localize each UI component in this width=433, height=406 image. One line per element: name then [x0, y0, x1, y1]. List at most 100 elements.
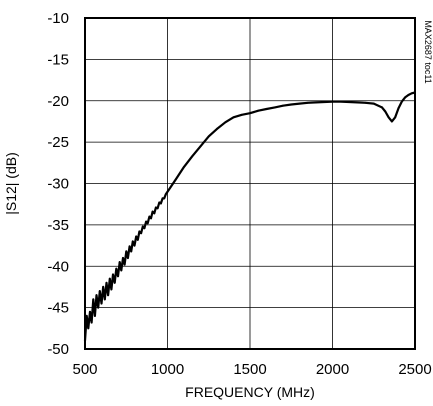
grid: [85, 18, 415, 349]
data-point: [410, 92, 413, 95]
data-point: [113, 281, 116, 284]
data-point: [400, 100, 403, 103]
data-point: [103, 298, 106, 301]
chart-annotation: MAX2687 toc11: [423, 20, 433, 83]
data-point: [174, 178, 177, 181]
data-point: [141, 225, 144, 228]
y-tick-label: -30: [47, 176, 69, 193]
data-point: [131, 240, 134, 243]
data-point: [207, 135, 210, 138]
data-point: [136, 238, 139, 241]
data-point: [404, 96, 406, 99]
data-point: [265, 108, 268, 110]
y-tick-labels: -10 -15 -20 -25 -30 -35 -40 -45 -50: [47, 10, 69, 358]
data-point: [130, 250, 133, 253]
data-point: [414, 91, 416, 94]
data-point: [112, 273, 114, 276]
data-point: [98, 290, 101, 292]
data-point: [372, 102, 375, 105]
data-point: [164, 193, 167, 196]
x-tick-label: 2500: [398, 361, 431, 378]
x-tick-labels: 500 1000 1500 2000 2500: [72, 361, 431, 378]
data-point: [125, 250, 128, 253]
data-point: [306, 101, 309, 104]
x-tick-label: 500: [72, 361, 97, 378]
y-tick-label: -15: [47, 51, 69, 68]
y-tick-label: -40: [47, 258, 69, 275]
data-point: [290, 103, 293, 106]
data-point: [216, 127, 218, 130]
data-point: [145, 220, 148, 223]
y-tick-label: -50: [47, 341, 69, 358]
data-point: [105, 281, 108, 284]
data-point: [331, 100, 334, 103]
y-tick-label: -10: [47, 10, 69, 27]
y-tick-label: -25: [47, 134, 69, 151]
data-point: [183, 166, 185, 168]
data-point: [407, 94, 410, 96]
data-point: [150, 217, 152, 220]
data-point: [94, 315, 96, 317]
data-point: [364, 101, 367, 104]
data-point: [273, 106, 276, 109]
data-point: [127, 257, 129, 259]
data-point: [323, 101, 326, 103]
data-point: [153, 212, 156, 215]
data-point: [339, 100, 342, 103]
data-point: [143, 227, 146, 230]
data-point: [107, 294, 109, 297]
data-point: [118, 261, 121, 263]
data-point: [257, 109, 260, 112]
data-point: [100, 302, 103, 305]
data-point: [146, 222, 149, 225]
data-point: [97, 306, 100, 309]
data-point: [85, 315, 88, 317]
data-point: [315, 101, 317, 104]
y-tick-label: -20: [47, 93, 69, 110]
data-point: [381, 106, 383, 109]
data-point: [122, 257, 124, 259]
data-point: [391, 120, 393, 123]
data-point: [156, 207, 159, 210]
data-point: [199, 145, 202, 148]
data-point: [140, 232, 143, 235]
data-point: [115, 267, 118, 270]
data-point: [249, 112, 251, 115]
data-point: [160, 202, 162, 205]
data-point: [138, 230, 141, 233]
y-axis-title: |S12| (dB): [3, 152, 19, 215]
data-point: [282, 104, 284, 107]
data-point: [151, 210, 154, 213]
data-point: [356, 101, 359, 104]
data-point: [128, 245, 131, 248]
x-tick-label: 1000: [151, 361, 184, 378]
data-point: [90, 321, 93, 324]
data-point: [133, 244, 136, 247]
data-point: [298, 102, 301, 105]
data-point: [108, 277, 111, 280]
data-points: [84, 91, 416, 342]
data-point: [166, 190, 169, 193]
data-point: [232, 116, 235, 119]
data-point: [384, 110, 387, 113]
data-point: [155, 206, 157, 209]
data-point: [394, 116, 397, 119]
data-point: [87, 327, 90, 330]
data-point: [92, 298, 95, 301]
plot-frame: [84, 17, 416, 350]
data-point: [95, 294, 98, 297]
x-tick-label: 2000: [316, 361, 349, 378]
data-point: [117, 275, 119, 278]
data-point: [102, 286, 105, 288]
data-point: [224, 121, 227, 124]
y-tick-label: -35: [47, 217, 69, 234]
data-point: [123, 263, 126, 266]
data-point: [89, 310, 91, 313]
data-point: [397, 107, 400, 110]
data-point: [161, 197, 164, 200]
data-point: [84, 339, 86, 342]
data-point: [120, 269, 123, 272]
x-tick-label: 1500: [233, 361, 266, 378]
data-point: [135, 235, 138, 238]
